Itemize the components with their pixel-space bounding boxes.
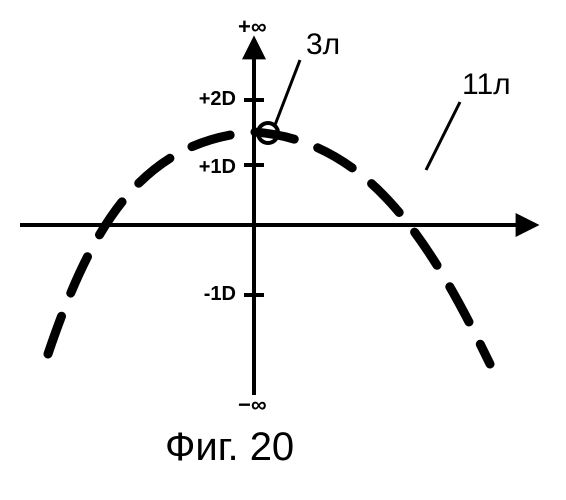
neg-infinity-label: −∞ xyxy=(238,392,267,418)
profile-curve xyxy=(48,132,490,364)
tick-minus-1d: -1D xyxy=(204,283,236,306)
tick-plus-1d: +1D xyxy=(199,156,236,179)
tick-plus-2d: +2D xyxy=(199,88,236,111)
curve-callout-line xyxy=(426,102,460,170)
pos-infinity-label: +∞ xyxy=(238,14,267,40)
figure-caption: Фиг. 20 xyxy=(165,425,294,470)
curve-callout-label: 11л xyxy=(462,68,511,102)
point-marker-inner xyxy=(265,130,271,136)
diagram-stage: +∞ −∞ +2D +1D -1D 3л 11л Фиг. 20 xyxy=(0,0,566,500)
marker-callout-line xyxy=(275,60,300,125)
marker-callout-label: 3л xyxy=(306,28,340,62)
